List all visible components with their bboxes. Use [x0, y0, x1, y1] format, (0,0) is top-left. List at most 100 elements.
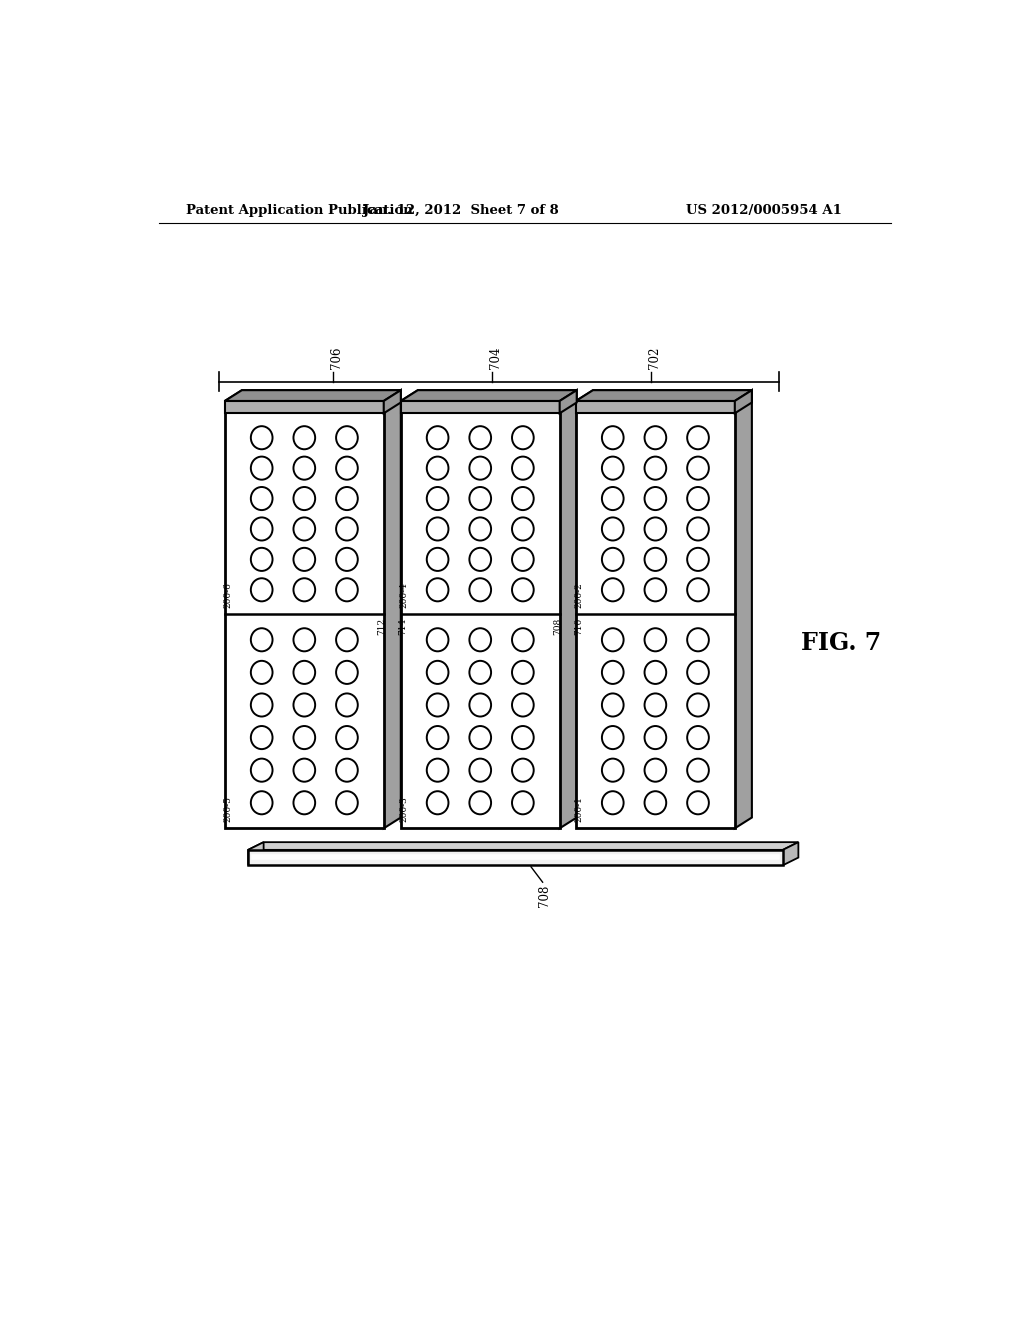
Ellipse shape [427, 457, 449, 479]
Ellipse shape [251, 548, 272, 572]
Ellipse shape [336, 457, 357, 479]
Bar [400, 401, 560, 413]
Ellipse shape [294, 426, 315, 449]
Ellipse shape [512, 628, 534, 651]
Ellipse shape [336, 517, 357, 540]
Ellipse shape [294, 548, 315, 572]
Ellipse shape [512, 457, 534, 479]
Polygon shape [560, 391, 577, 829]
Text: 708: 708 [538, 884, 551, 907]
Text: 714: 714 [398, 618, 408, 635]
Ellipse shape [687, 548, 709, 572]
Ellipse shape [251, 457, 272, 479]
Bar [225, 401, 384, 413]
Ellipse shape [251, 726, 272, 750]
Ellipse shape [336, 726, 357, 750]
Ellipse shape [469, 578, 492, 602]
Ellipse shape [644, 487, 667, 510]
Ellipse shape [336, 661, 357, 684]
Ellipse shape [427, 548, 449, 572]
Text: 200-4: 200-4 [399, 582, 409, 609]
Ellipse shape [644, 578, 667, 602]
Polygon shape [735, 391, 752, 413]
Ellipse shape [687, 693, 709, 717]
Ellipse shape [336, 628, 357, 651]
Ellipse shape [602, 628, 624, 651]
Ellipse shape [644, 628, 667, 651]
Ellipse shape [336, 791, 357, 814]
Ellipse shape [602, 426, 624, 449]
Ellipse shape [469, 517, 492, 540]
Ellipse shape [336, 548, 357, 572]
Ellipse shape [294, 791, 315, 814]
Bar [225, 401, 384, 829]
Text: 708: 708 [553, 618, 562, 635]
Ellipse shape [512, 487, 534, 510]
Ellipse shape [602, 791, 624, 814]
Ellipse shape [294, 517, 315, 540]
Polygon shape [384, 391, 400, 829]
Ellipse shape [512, 578, 534, 602]
Text: 200-5: 200-5 [223, 796, 232, 822]
Ellipse shape [602, 759, 624, 781]
Ellipse shape [469, 661, 492, 684]
Ellipse shape [294, 487, 315, 510]
Ellipse shape [251, 426, 272, 449]
Text: 712: 712 [377, 618, 386, 635]
Ellipse shape [251, 517, 272, 540]
Polygon shape [248, 842, 799, 850]
Text: 200-1: 200-1 [574, 796, 584, 822]
Polygon shape [560, 391, 577, 413]
Polygon shape [575, 391, 752, 401]
Ellipse shape [251, 487, 272, 510]
Bar [248, 850, 783, 866]
Ellipse shape [602, 726, 624, 750]
Ellipse shape [512, 726, 534, 750]
Ellipse shape [469, 487, 492, 510]
Ellipse shape [687, 759, 709, 781]
Text: Patent Application Publication: Patent Application Publication [186, 205, 413, 218]
Polygon shape [400, 391, 577, 401]
Text: 710: 710 [574, 618, 584, 635]
Ellipse shape [336, 487, 357, 510]
Ellipse shape [602, 578, 624, 602]
Ellipse shape [602, 693, 624, 717]
Ellipse shape [512, 759, 534, 781]
Ellipse shape [512, 548, 534, 572]
Ellipse shape [469, 457, 492, 479]
Ellipse shape [469, 726, 492, 750]
Ellipse shape [644, 791, 667, 814]
Ellipse shape [644, 661, 667, 684]
Polygon shape [783, 842, 799, 866]
Ellipse shape [427, 759, 449, 781]
Ellipse shape [512, 693, 534, 717]
Ellipse shape [427, 628, 449, 651]
Ellipse shape [512, 517, 534, 540]
Ellipse shape [427, 517, 449, 540]
Ellipse shape [294, 693, 315, 717]
Ellipse shape [469, 628, 492, 651]
Ellipse shape [644, 426, 667, 449]
Ellipse shape [251, 628, 272, 651]
Ellipse shape [294, 628, 315, 651]
Ellipse shape [644, 726, 667, 750]
Text: FIG. 7: FIG. 7 [801, 631, 881, 656]
Ellipse shape [336, 578, 357, 602]
Ellipse shape [687, 517, 709, 540]
Text: 706: 706 [330, 347, 343, 370]
Ellipse shape [644, 759, 667, 781]
Ellipse shape [644, 548, 667, 572]
Ellipse shape [687, 426, 709, 449]
Ellipse shape [687, 578, 709, 602]
Ellipse shape [512, 791, 534, 814]
Ellipse shape [427, 693, 449, 717]
Ellipse shape [602, 548, 624, 572]
Ellipse shape [512, 426, 534, 449]
Ellipse shape [602, 517, 624, 540]
Text: 200-6: 200-6 [223, 582, 232, 609]
Ellipse shape [687, 487, 709, 510]
Ellipse shape [602, 487, 624, 510]
Ellipse shape [644, 457, 667, 479]
Ellipse shape [336, 759, 357, 781]
Ellipse shape [469, 426, 492, 449]
